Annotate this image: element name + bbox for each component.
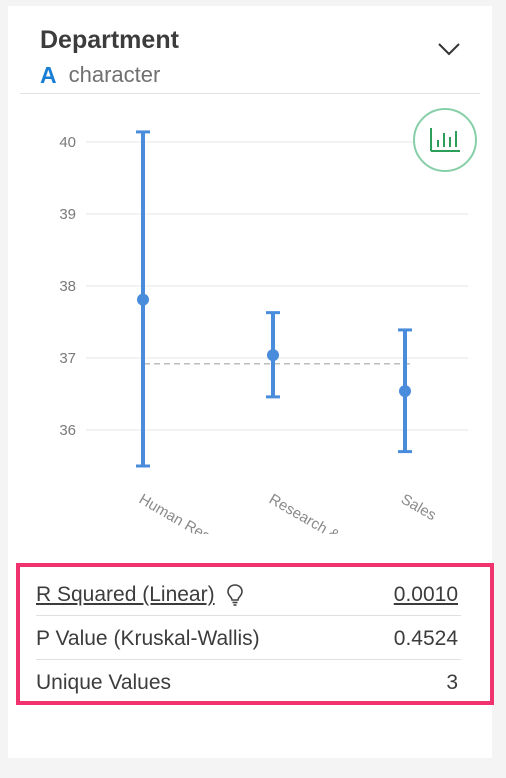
x-category-label: Sales xyxy=(398,491,439,524)
chart-toggle-button[interactable] xyxy=(413,108,477,172)
y-tick-label: 40 xyxy=(59,134,76,151)
r-squared-link[interactable]: R Squared (Linear) xyxy=(36,583,215,606)
mean-point xyxy=(267,349,279,362)
y-tick-label: 37 xyxy=(59,350,76,367)
header-divider xyxy=(20,93,480,94)
error-bar-chart: 36 37 38 39 40 Human Resources Research & Deve… xyxy=(59,130,468,546)
stats-panel: R Squared (Linear) 0.0010 P Value (Krusk… xyxy=(16,563,494,705)
x-category-label: Human Resources xyxy=(136,491,252,546)
unique-values-label: Unique Values xyxy=(36,671,172,694)
row-divider xyxy=(36,659,461,660)
y-tick-label: 36 xyxy=(59,422,76,439)
column-type-label: character xyxy=(68,62,161,87)
column-title: Department xyxy=(40,26,179,54)
mean-point xyxy=(137,293,149,306)
stat-row-r-squared: R Squared (Linear) 0.0010 xyxy=(36,573,458,617)
bar-chart-icon xyxy=(430,128,460,152)
x-category-label: Research & Development xyxy=(266,491,423,546)
lightbulb-icon[interactable] xyxy=(225,583,245,607)
unique-values-value: 3 xyxy=(446,671,458,694)
category-labels: Human Resources Research & DevelopmentSal… xyxy=(136,491,439,546)
p-value-value: 0.4524 xyxy=(393,627,458,650)
text-type-icon: A xyxy=(40,61,57,88)
stat-row-p-value: P Value (Kruskal-Wallis) 0.4524 xyxy=(36,617,458,661)
p-value-label: P Value (Kruskal-Wallis) xyxy=(36,627,260,650)
y-tick-label: 38 xyxy=(59,278,76,295)
r-squared-value[interactable]: 0.0010 xyxy=(393,583,458,606)
chevron-down-icon[interactable] xyxy=(436,40,462,58)
mean-point xyxy=(399,385,411,398)
column-header: Department A character xyxy=(8,6,492,94)
stat-row-unique-values: Unique Values 3 xyxy=(36,661,458,705)
column-type: A character xyxy=(40,61,160,89)
y-tick-label: 39 xyxy=(59,206,76,223)
row-divider xyxy=(36,615,461,616)
